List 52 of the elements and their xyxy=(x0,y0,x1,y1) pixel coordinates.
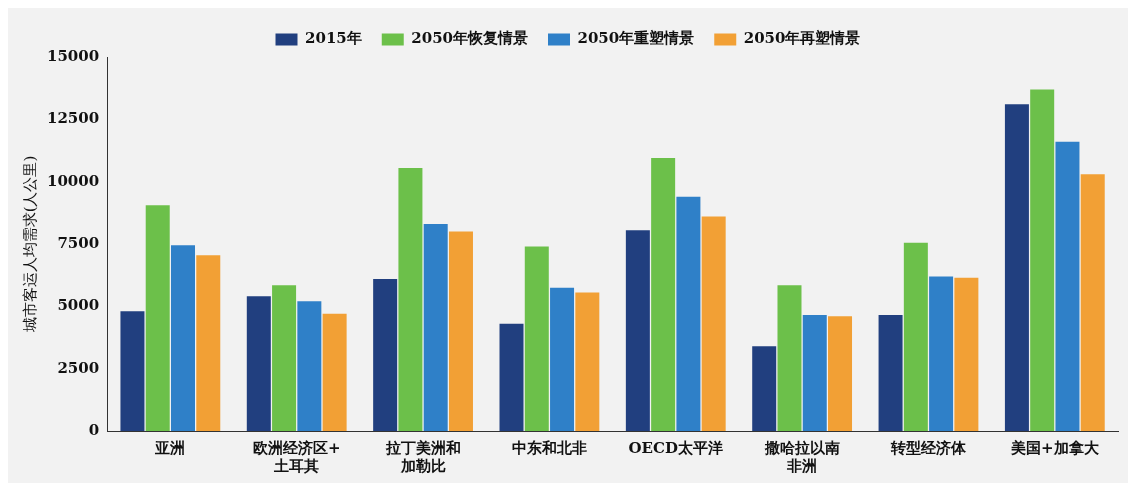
x-tick-label: 撒哈拉以南非洲 xyxy=(763,438,840,475)
bar xyxy=(398,167,423,431)
legend-label: 2050年恢复情景 xyxy=(411,29,528,48)
bar xyxy=(297,301,322,431)
bar xyxy=(903,242,928,431)
x-tick-label: 拉丁美洲和加勒比 xyxy=(384,438,461,475)
bar xyxy=(145,205,170,431)
legend-label: 2050年重塑情景 xyxy=(577,29,695,48)
bar xyxy=(196,255,221,431)
bar xyxy=(499,323,524,431)
bar xyxy=(954,277,979,431)
y-tick-label: 2500 xyxy=(57,358,100,377)
bar xyxy=(170,245,195,431)
bar xyxy=(246,296,271,431)
bar xyxy=(828,316,853,431)
bar xyxy=(676,196,701,431)
x-tick-label: 欧洲经济区+土耳其 xyxy=(252,438,341,475)
x-tick-label: 亚洲 xyxy=(154,438,186,457)
bar xyxy=(1080,174,1105,431)
x-tick-label: OECD太平洋 xyxy=(628,438,723,457)
bar xyxy=(929,276,954,431)
bar xyxy=(625,230,650,431)
bar xyxy=(373,278,398,431)
bar xyxy=(1004,104,1029,431)
x-tick-label: 中东和北非 xyxy=(511,438,587,457)
y-tick-label: 10000 xyxy=(47,171,100,190)
bar xyxy=(272,285,297,431)
bar xyxy=(777,285,802,431)
bar xyxy=(120,311,145,431)
bar xyxy=(322,313,347,431)
bar xyxy=(524,246,549,431)
y-tick-label: 7500 xyxy=(57,233,100,252)
bar xyxy=(575,292,600,431)
x-tick-label: 美国+加拿大 xyxy=(1010,438,1100,457)
bar xyxy=(1030,89,1055,431)
y-tick-label: 12500 xyxy=(47,109,100,128)
bar xyxy=(878,315,903,431)
y-tick-label: 0 xyxy=(88,420,100,439)
y-tick-label: 15000 xyxy=(47,46,100,65)
bar xyxy=(752,346,777,431)
bar xyxy=(802,315,827,431)
y-axis-title: 城市客运人均需求(人公里) xyxy=(20,155,39,334)
legend-label: 2050年再塑情景 xyxy=(743,29,861,48)
bar xyxy=(423,224,448,431)
y-tick-label: 5000 xyxy=(57,296,100,315)
x-tick-label: 转型经济体 xyxy=(889,438,967,457)
bar xyxy=(448,231,473,431)
bar xyxy=(550,287,575,431)
legend-label: 2015年 xyxy=(305,29,362,48)
bar xyxy=(1055,141,1080,431)
bar xyxy=(651,157,676,431)
bar xyxy=(701,216,726,431)
